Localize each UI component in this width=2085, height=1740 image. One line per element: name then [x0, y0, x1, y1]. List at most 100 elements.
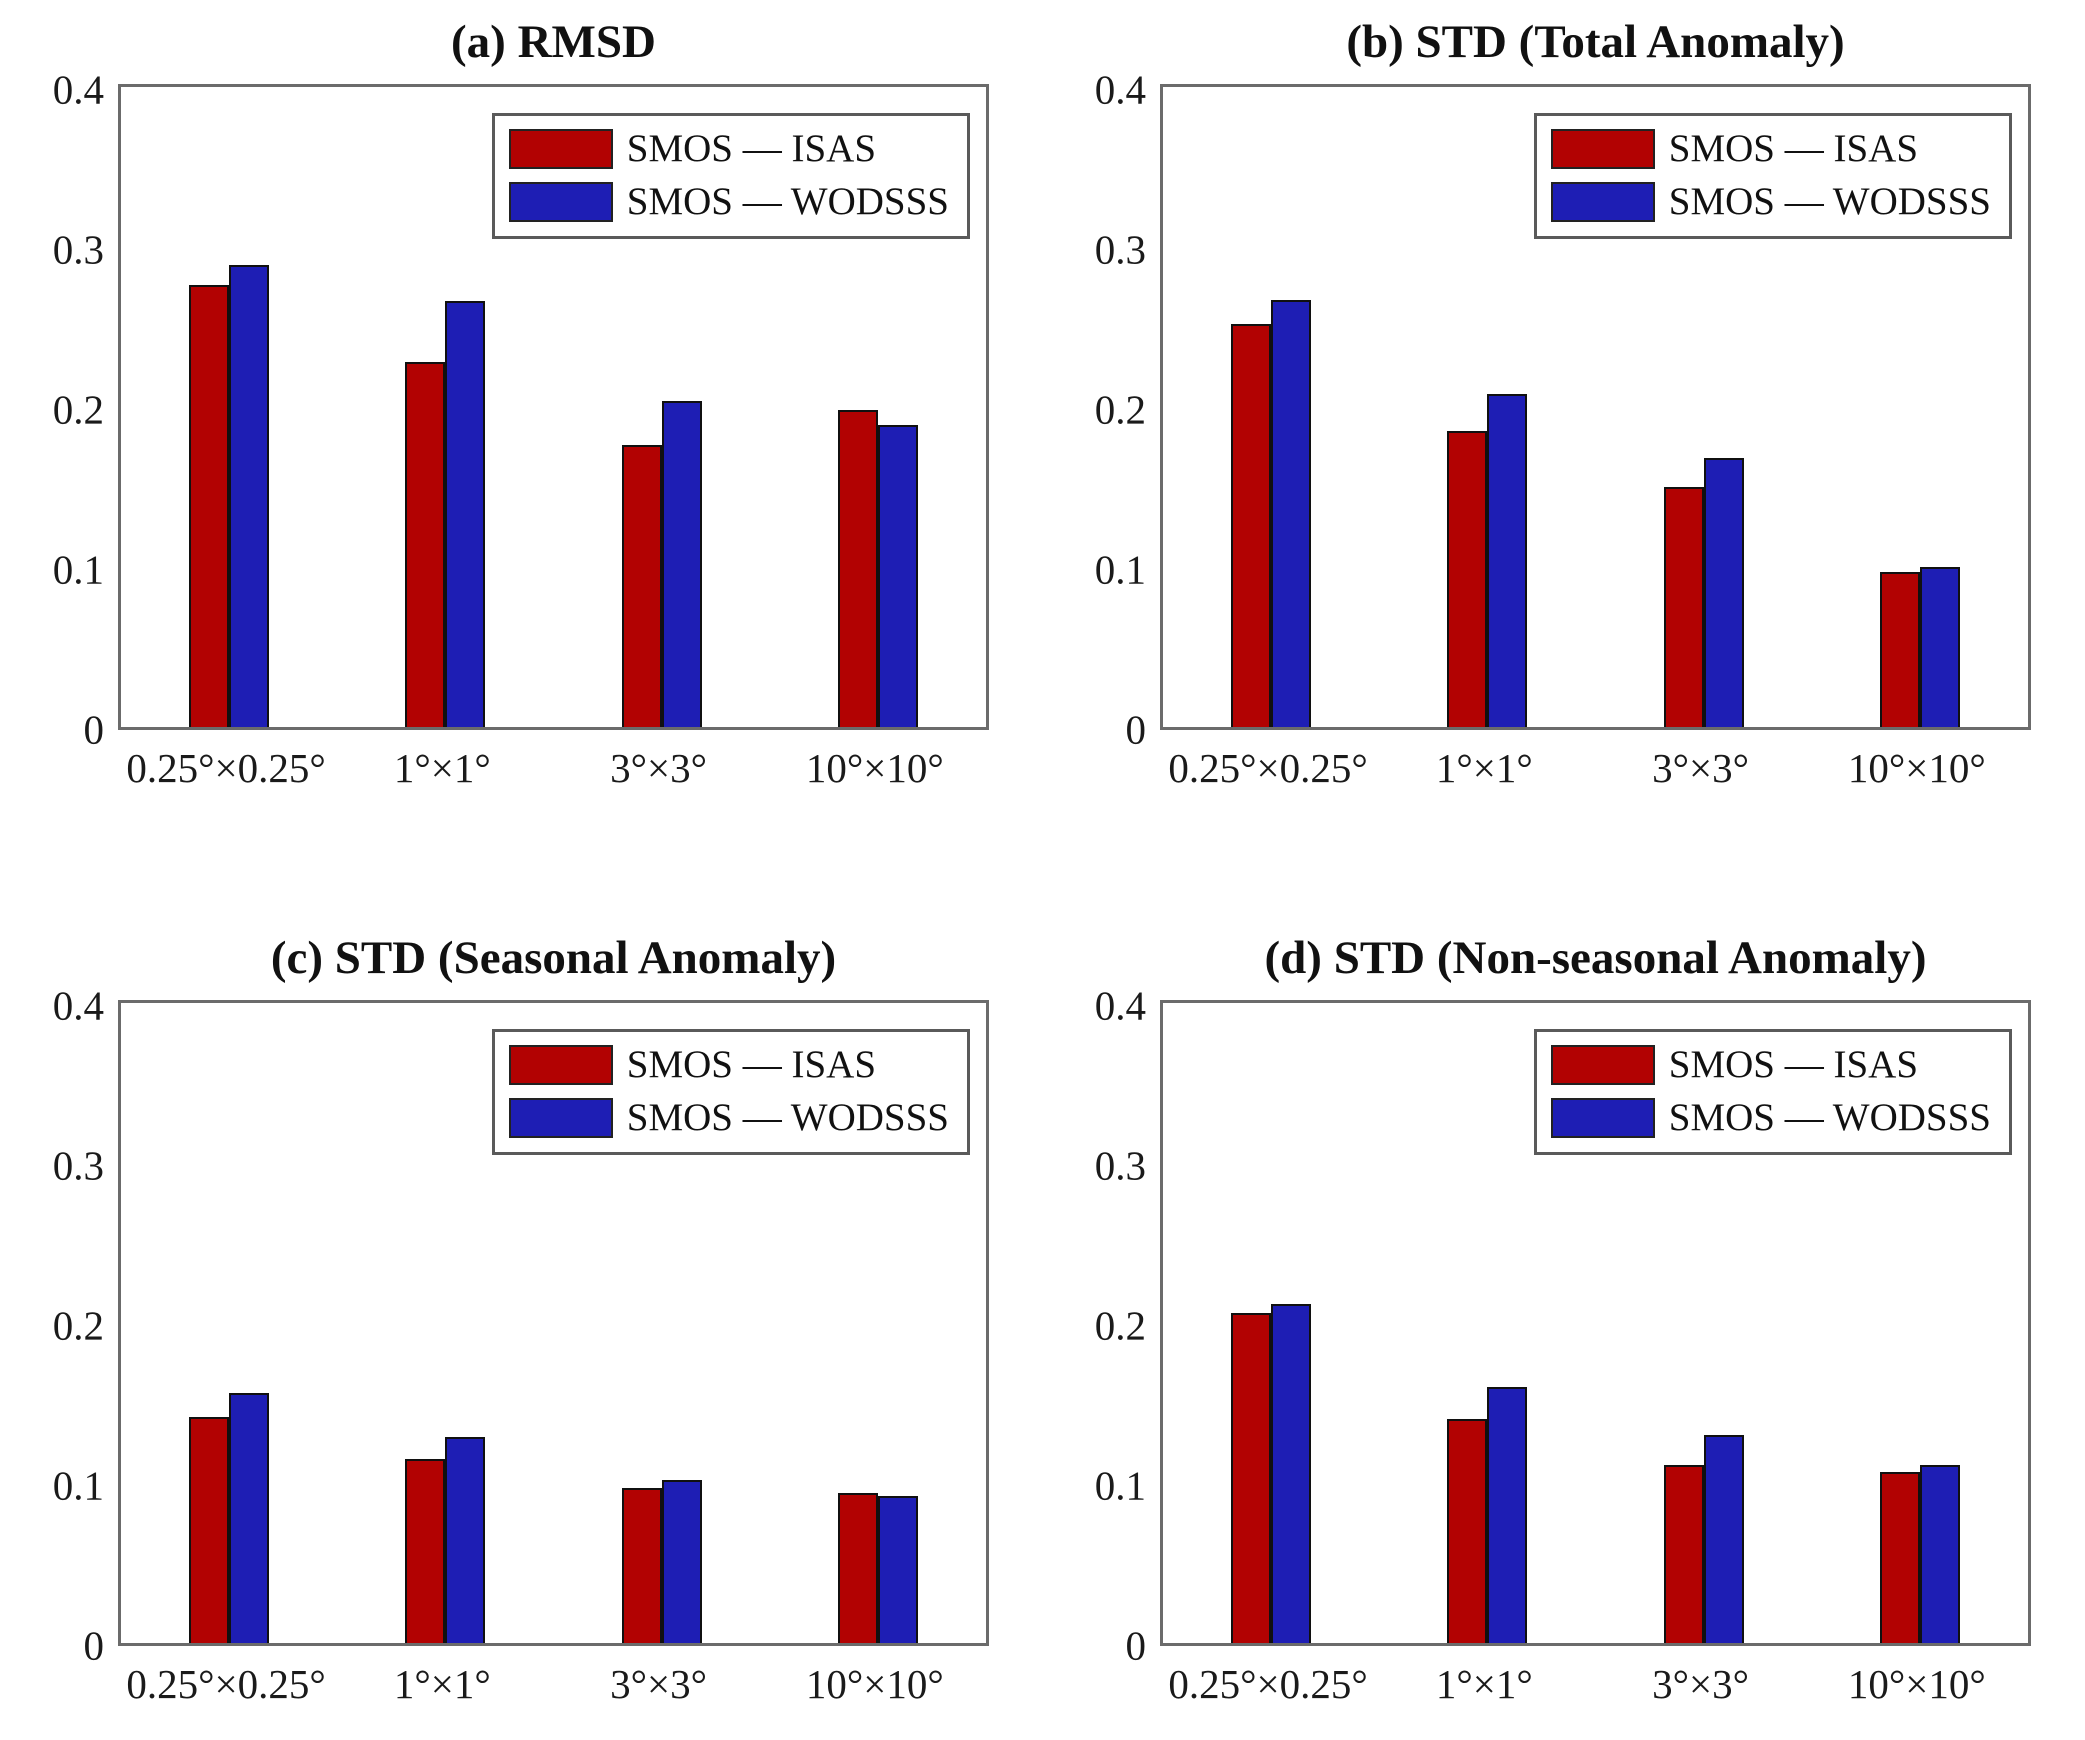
y-tick-label: 0 [1125, 1622, 1147, 1669]
legend-label-isas: SMOS — ISAS [626, 127, 877, 170]
legend-label-wodsss: SMOS — WODSSS [626, 1095, 949, 1139]
x-category-label: 10°×10° [805, 1661, 944, 1707]
bar-smos-wodsss [1919, 567, 1960, 727]
legend: SMOS — ISAS SMOS — WODSSS [1533, 1029, 2012, 1155]
y-tick-label: 0.3 [52, 226, 104, 273]
y-tick-label: 0 [83, 706, 105, 753]
bar-smos-wodsss [661, 1479, 702, 1643]
bar-smos-isas [621, 445, 662, 727]
x-category-label: 3°×3° [610, 745, 708, 791]
bar-smos-wodsss [445, 1436, 486, 1643]
legend-swatch-isas [1550, 129, 1655, 170]
legend-swatch-isas [508, 129, 613, 170]
plot-area: SMOS — ISAS SMOS — WODSSS [1160, 1000, 2031, 1646]
y-tick-label: 0.1 [1094, 546, 1146, 593]
legend-entry-wodsss: SMOS — WODSSS [1550, 1095, 1991, 1140]
x-axis: 0.25°×0.25° 1°×1° 3°×3° 10°×10° [118, 1646, 989, 1724]
legend-label-wodsss: SMOS — WODSSS [626, 179, 949, 223]
bar-smos-isas [1663, 487, 1704, 727]
x-category-label: 0.25°×0.25° [1168, 745, 1368, 791]
bar-group-container [1163, 87, 2028, 727]
y-tick-label: 0.1 [52, 1462, 104, 1509]
bar-smos-isas [405, 1459, 446, 1643]
y-axis: 0 0.1 0.2 0.3 0.4 [18, 69, 118, 750]
x-category-label: 1°×1° [1435, 745, 1533, 791]
panel-a-rmsd: (a) RMSD 0 0.1 0.2 0.3 0.4 SMOS — ISAS SMOS … [0, 0, 1042, 850]
legend: SMOS — ISAS SMOS — WODSSS [491, 1029, 970, 1155]
panel-c-std-seasonal: (c) STD (Seasonal Anomaly) 0 0.1 0.2 0.3 0.4… [0, 850, 1042, 1740]
bar-smos-wodsss [877, 1495, 918, 1643]
legend-label-isas: SMOS — ISAS [1668, 127, 1919, 170]
x-category-label: 0.25°×0.25° [1168, 1661, 1368, 1707]
y-tick-label: 0.1 [52, 546, 104, 593]
y-tick-label: 0.4 [1094, 66, 1146, 113]
legend-swatch-wodsss [1550, 1098, 1655, 1139]
legend-entry-wodsss: SMOS — WODSSS [508, 1095, 949, 1140]
bar-smos-isas [189, 285, 230, 727]
x-category-label: 3°×3° [1652, 1661, 1750, 1707]
legend-swatch-wodsss [508, 182, 613, 223]
bar-smos-isas [405, 362, 446, 727]
bar-smos-isas [837, 410, 878, 727]
bar-smos-wodsss [877, 424, 918, 727]
y-tick-label: 0.3 [1094, 1142, 1146, 1189]
bar-smos-wodsss [445, 301, 486, 727]
legend-entry-isas: SMOS — ISAS [1550, 1043, 1991, 1087]
y-tick-label: 0.1 [1094, 1462, 1146, 1509]
legend-label-isas: SMOS — ISAS [1668, 1043, 1919, 1086]
y-tick-label: 0.4 [1094, 982, 1146, 1029]
bar-group-container [1163, 1003, 2028, 1643]
legend-swatch-wodsss [508, 1098, 613, 1139]
x-category-label: 0.25°×0.25° [126, 745, 326, 791]
plot-area: SMOS — ISAS SMOS — WODSSS [118, 1000, 989, 1646]
legend-label-wodsss: SMOS — WODSSS [1668, 179, 1991, 223]
bar-smos-isas [621, 1487, 662, 1643]
bar-smos-isas [1231, 323, 1272, 727]
y-tick-label: 0.2 [1094, 386, 1146, 433]
x-category-label: 10°×10° [1847, 745, 1986, 791]
legend-swatch-wodsss [1550, 182, 1655, 223]
panel-title: (a) RMSD [451, 16, 656, 68]
legend-label-wodsss: SMOS — WODSSS [1668, 1095, 1991, 1139]
bar-smos-isas [1879, 571, 1920, 727]
legend-swatch-isas [1550, 1045, 1655, 1086]
y-axis: 0 0.1 0.2 0.3 0.4 [18, 985, 118, 1666]
bar-smos-isas [837, 1492, 878, 1643]
bar-smos-wodsss [1271, 299, 1312, 727]
x-category-label: 1°×1° [393, 745, 491, 791]
x-axis: 0.25°×0.25° 1°×1° 3°×3° 10°×10° [1160, 1646, 2031, 1724]
bar-smos-wodsss [1919, 1465, 1960, 1643]
legend: SMOS — ISAS SMOS — WODSSS [1533, 113, 2012, 239]
plot-area: SMOS — ISAS SMOS — WODSSS [1160, 84, 2031, 730]
x-category-label: 0.25°×0.25° [126, 1661, 326, 1707]
bar-smos-isas [1447, 431, 1488, 727]
x-category-label: 10°×10° [1847, 1661, 1986, 1707]
y-tick-label: 0 [1125, 706, 1147, 753]
x-category-label: 1°×1° [1435, 1661, 1533, 1707]
bar-smos-wodsss [1487, 394, 1528, 727]
x-category-label: 1°×1° [393, 1661, 491, 1707]
bar-smos-wodsss [1703, 1435, 1744, 1643]
y-tick-label: 0.3 [52, 1142, 104, 1189]
bar-smos-isas [1663, 1465, 1704, 1643]
panel-b-std-total: (b) STD (Total Anomaly) 0 0.1 0.2 0.3 0.4 SM… [1042, 0, 2085, 850]
x-axis: 0.25°×0.25° 1°×1° 3°×3° 10°×10° [1160, 730, 2031, 808]
legend-entry-isas: SMOS — ISAS [508, 1043, 949, 1087]
y-axis: 0 0.1 0.2 0.3 0.4 [1060, 69, 1160, 750]
legend-entry-wodsss: SMOS — WODSSS [1550, 179, 1991, 224]
legend-swatch-isas [508, 1045, 613, 1086]
y-tick-label: 0.2 [52, 386, 104, 433]
y-tick-label: 0.4 [52, 982, 104, 1029]
x-axis: 0.25°×0.25° 1°×1° 3°×3° 10°×10° [118, 730, 989, 808]
bar-smos-wodsss [661, 400, 702, 727]
legend-label-isas: SMOS — ISAS [626, 1043, 877, 1086]
panel-title: (d) STD (Non-seasonal Anomaly) [1264, 932, 1927, 984]
bar-smos-isas [1231, 1313, 1272, 1643]
x-category-label: 3°×3° [1652, 745, 1750, 791]
panel-title: (b) STD (Total Anomaly) [1346, 16, 1845, 68]
x-category-label: 10°×10° [805, 745, 944, 791]
y-tick-label: 0 [83, 1622, 105, 1669]
bar-smos-isas [1447, 1419, 1488, 1643]
legend-entry-wodsss: SMOS — WODSSS [508, 179, 949, 224]
